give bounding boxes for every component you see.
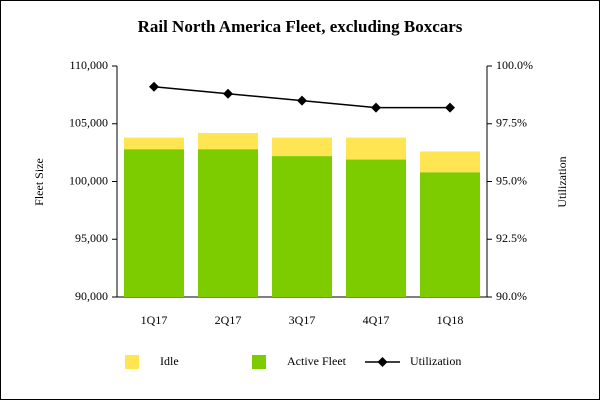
line-marker	[371, 102, 381, 113]
y-axis-label: Fleet Size	[32, 158, 46, 206]
legend-swatch	[252, 355, 266, 369]
chart-title: Rail North America Fleet, excluding Boxc…	[138, 17, 463, 36]
y2-tick-label: 92.5%	[496, 231, 527, 245]
y2-tick-label: 100.0%	[496, 58, 533, 72]
line-marker	[149, 81, 159, 92]
bar	[198, 132, 258, 150]
legend-marker	[377, 357, 388, 367]
bar	[346, 137, 406, 160]
line-marker	[297, 95, 307, 106]
x-tick-label: 4Q17	[363, 313, 390, 327]
legend-label: Utilization	[410, 354, 461, 368]
line-marker	[223, 88, 233, 99]
bar	[124, 137, 184, 150]
y-tick-label: 110,000	[69, 58, 108, 72]
x-tick-label: 3Q17	[289, 313, 316, 327]
y-tick-label: 100,000	[69, 173, 108, 187]
line-marker	[445, 102, 455, 113]
bar	[420, 151, 480, 173]
bar	[198, 149, 258, 297]
bar	[272, 137, 332, 157]
y2-axis-label: Utilization	[555, 156, 569, 207]
legend-swatch	[125, 355, 139, 369]
x-tick-label: 2Q17	[215, 313, 242, 327]
y-tick-label: 95,000	[75, 231, 108, 245]
y2-tick-label: 95.0%	[496, 173, 527, 187]
legend-label: Active Fleet	[287, 354, 347, 368]
legend-label: Idle	[160, 354, 179, 368]
bar	[346, 159, 406, 297]
y2-tick-label: 90.0%	[496, 289, 527, 303]
x-tick-label: 1Q17	[141, 313, 168, 327]
y-tick-label: 90,000	[75, 289, 108, 303]
y2-tick-label: 97.5%	[496, 116, 527, 130]
y-tick-label: 105,000	[69, 116, 108, 130]
bar	[420, 172, 480, 297]
bar	[272, 156, 332, 297]
x-tick-label: 1Q18	[437, 313, 464, 327]
bar	[124, 149, 184, 297]
